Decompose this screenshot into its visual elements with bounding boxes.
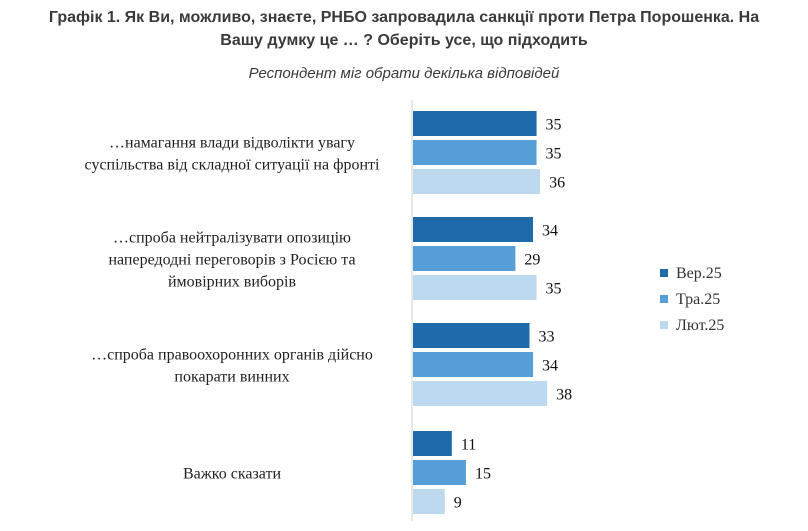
category-label-4-line-1: Важко сказати	[183, 466, 282, 483]
bar-3-Вер.25	[413, 323, 530, 348]
legend-label-Вер.25: Вер.25	[676, 265, 722, 282]
data-label-3-Лют.25: 38	[556, 387, 572, 404]
data-label-2-Лют.25: 35	[546, 281, 562, 298]
chart-title-line-1: Графік 1. Як Ви, можливо, знаєте, РНБО з…	[49, 9, 759, 26]
data-label-3-Тра.25: 34	[542, 358, 558, 375]
data-label-2-Вер.25: 34	[542, 223, 558, 240]
chart-subtitle: Респондент міг обрати декілька відповіде…	[249, 65, 560, 82]
category-label-1-line-1: …намагання влади відволікти увагу	[109, 135, 355, 152]
bar-1-Тра.25	[413, 140, 537, 165]
data-label-4-Лют.25: 9	[454, 495, 462, 512]
legend-label-Лют.25: Лют.25	[676, 317, 724, 334]
data-label-2-Тра.25: 29	[524, 252, 540, 269]
bar-4-Вер.25	[413, 431, 452, 456]
chart-title-line-2: Вашу думку це … ? Оберіть усе, що підход…	[220, 32, 588, 49]
legend-swatch-Лют.25	[660, 321, 668, 329]
data-label-3-Вер.25: 33	[538, 329, 554, 346]
category-label-2-line-3: ймовірних виборів	[168, 274, 297, 291]
bar-4-Тра.25	[413, 460, 466, 485]
bar-1-Вер.25	[413, 111, 537, 136]
bar-4-Лют.25	[413, 489, 445, 514]
bar-3-Тра.25	[413, 352, 534, 377]
data-label-4-Вер.25: 11	[461, 437, 476, 454]
category-label-3-line-1: …спроба правоохоронних органів дійсно	[91, 347, 373, 364]
data-label-4-Тра.25: 15	[475, 466, 491, 483]
legend-swatch-Вер.25	[660, 269, 668, 277]
category-label-1-line-2: суспільства від складної ситуації на фро…	[85, 157, 380, 174]
data-label-1-Тра.25: 35	[546, 146, 562, 163]
data-label-1-Вер.25: 35	[546, 117, 562, 134]
legend: Вер.25 Тра.25 Лют.25	[660, 265, 724, 334]
legend-swatch-Тра.25	[660, 295, 668, 303]
data-label-1-Лют.25: 36	[549, 175, 565, 192]
bar-2-Лют.25	[413, 275, 537, 300]
legend-label-Тра.25: Тра.25	[676, 291, 720, 308]
bar-2-Тра.25	[413, 246, 516, 271]
category-label-3-line-2: покарати винних	[174, 369, 289, 386]
chart-title: Графік 1. Як Ви, можливо, знаєте, РНБО з…	[49, 9, 759, 49]
bar-2-Вер.25	[413, 217, 534, 242]
bar-1-Лют.25	[413, 169, 541, 194]
bar-3-Лют.25	[413, 381, 548, 406]
category-labels: …намагання влади відволікти увагу суспіль…	[85, 135, 380, 483]
category-label-2-line-1: …спроба нейтралізувати опозицію	[113, 230, 351, 247]
category-label-2-line-2: напередодні переговорів з Росією та	[108, 252, 355, 269]
